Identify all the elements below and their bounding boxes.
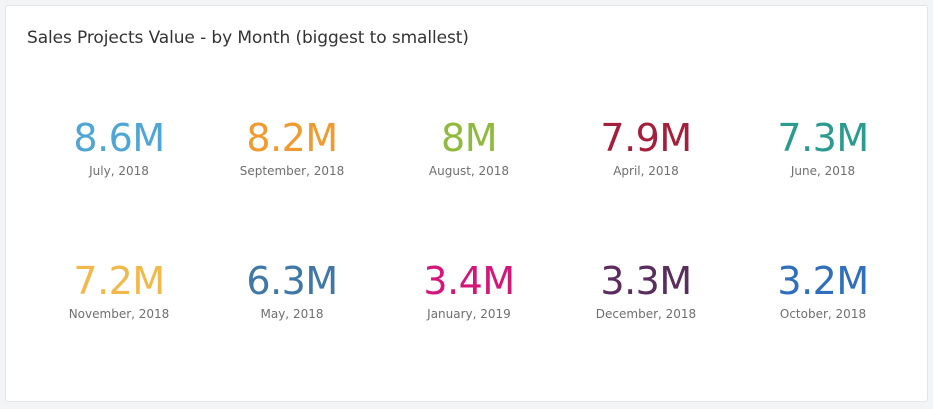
- kpi-value: 6.3M: [246, 259, 338, 303]
- kpi-value: 7.9M: [600, 116, 692, 160]
- kpi-value: 3.2M: [777, 259, 869, 303]
- widget-title: Sales Projects Value - by Month (biggest…: [27, 28, 469, 48]
- kpi-tile-april-2018[interactable]: 7.9M April, 2018: [556, 116, 736, 178]
- kpi-value: 8.6M: [73, 116, 165, 160]
- kpi-grid: 8.6M July, 2018 8.2M September, 2018 8M …: [6, 6, 929, 403]
- kpi-value: 7.3M: [777, 116, 869, 160]
- kpi-label: November, 2018: [68, 307, 170, 321]
- kpi-tile-january-2019[interactable]: 3.4M January, 2019: [379, 259, 559, 321]
- kpi-tile-june-2018[interactable]: 7.3M June, 2018: [733, 116, 913, 178]
- kpi-tile-october-2018[interactable]: 3.2M October, 2018: [733, 259, 913, 321]
- kpi-label: September, 2018: [239, 164, 345, 178]
- kpi-label: July, 2018: [89, 164, 149, 178]
- kpi-value: 3.4M: [423, 259, 515, 303]
- kpi-value: 7.2M: [73, 259, 165, 303]
- kpi-value: 8M: [441, 116, 497, 160]
- kpi-widget-card: Sales Projects Value - by Month (biggest…: [5, 5, 928, 402]
- kpi-label: January, 2019: [427, 307, 511, 321]
- kpi-tile-december-2018[interactable]: 3.3M December, 2018: [556, 259, 736, 321]
- kpi-tile-september-2018[interactable]: 8.2M September, 2018: [202, 116, 382, 178]
- kpi-value: 3.3M: [600, 259, 692, 303]
- kpi-label: May, 2018: [260, 307, 324, 321]
- kpi-value: 8.2M: [246, 116, 338, 160]
- kpi-tile-july-2018[interactable]: 8.6M July, 2018: [29, 116, 209, 178]
- kpi-label: June, 2018: [790, 164, 856, 178]
- kpi-label: October, 2018: [779, 307, 867, 321]
- kpi-tile-august-2018[interactable]: 8M August, 2018: [379, 116, 559, 178]
- kpi-label: December, 2018: [595, 307, 697, 321]
- kpi-tile-november-2018[interactable]: 7.2M November, 2018: [29, 259, 209, 321]
- kpi-label: August, 2018: [428, 164, 510, 178]
- kpi-tile-may-2018[interactable]: 6.3M May, 2018: [202, 259, 382, 321]
- kpi-label: April, 2018: [613, 164, 679, 178]
